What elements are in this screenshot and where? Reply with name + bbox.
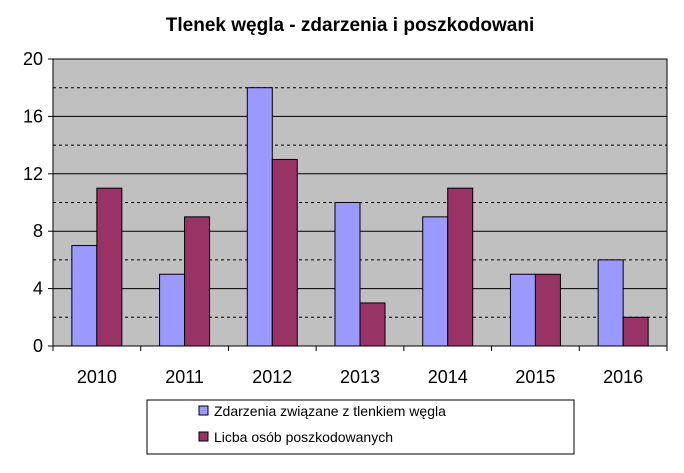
- legend-swatch-injured: [198, 431, 209, 442]
- y-tick-label: 20: [23, 49, 43, 69]
- bar-incidents-2015: [509, 273, 536, 347]
- bar-injured-2012: [271, 158, 298, 347]
- bar-incidents-2014: [422, 216, 449, 347]
- axes: [48, 58, 668, 351]
- x-tick-label: 2014: [428, 367, 468, 387]
- bar-injured-2014: [447, 187, 474, 347]
- y-tick-label: 16: [23, 106, 43, 126]
- legend-box: [146, 399, 575, 455]
- bar-injured-2015: [534, 273, 561, 347]
- legend-swatch-incidents: [198, 405, 209, 416]
- legend-label-injured: Licba osób poszkodowanych: [214, 429, 393, 445]
- bar-incidents-2010: [71, 245, 98, 347]
- x-tick-label: 2016: [603, 367, 643, 387]
- bar-injured-2010: [96, 187, 123, 347]
- bar-injured-2011: [184, 216, 211, 347]
- gridlines: [53, 58, 667, 318]
- y-tick-label: 0: [33, 336, 43, 356]
- x-tick-label: 2011: [165, 367, 204, 387]
- y-tick-label: 8: [33, 221, 43, 241]
- bar-incidents-2016: [597, 259, 624, 347]
- chart-title: Tlenek węgla - zdarzenia i poszkodowani: [166, 15, 534, 36]
- x-tick-label: 2010: [77, 367, 117, 387]
- tick-labels: 0 4 8 12 16 20 2010 2011 2012 2013 2014 2015 2016: [23, 49, 643, 387]
- bar-incidents-2012: [246, 87, 273, 347]
- y-tick-label: 4: [33, 279, 43, 299]
- bar-injured-2013: [359, 302, 386, 347]
- x-tick-label: 2015: [515, 367, 555, 387]
- x-tick-label: 2013: [340, 367, 380, 387]
- x-tick-label: 2012: [252, 367, 292, 387]
- bar-incidents-2011: [159, 273, 186, 347]
- y-tick-label: 12: [23, 164, 43, 184]
- bar-incidents-2013: [334, 202, 361, 347]
- legend: Zdarzenia związane z tlenkiem węgla Licb…: [146, 399, 575, 455]
- legend-label-incidents: Zdarzenia związane z tlenkiem węgla: [214, 403, 446, 419]
- bar-injured-2016: [622, 316, 649, 347]
